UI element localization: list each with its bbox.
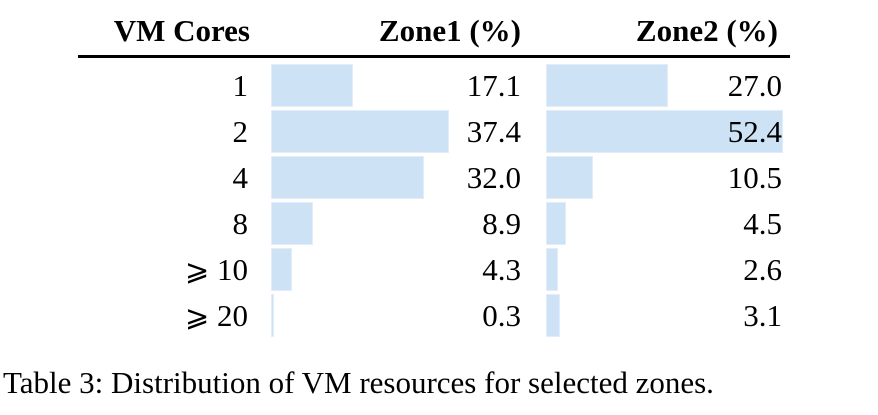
vm-cores-label: ⩾ 10 — [0, 247, 248, 293]
zone1-bar — [271, 294, 274, 337]
table-row: ⩾ 10 4.3 2.6 — [0, 247, 878, 293]
zone2-bar — [546, 294, 560, 337]
zone1-value: 0.3 — [482, 298, 521, 333]
geq-symbol: ⩾ — [184, 299, 210, 333]
zone2-bar — [546, 64, 669, 107]
table-row: 2 37.4 52.4 — [0, 109, 878, 155]
column-header-zone2: Zone2 (%) — [635, 13, 778, 48]
zone1-cell: 17.1 — [271, 63, 521, 109]
zone1-cell: 0.3 — [271, 293, 521, 339]
zone2-cell: 3.1 — [546, 293, 782, 339]
vm-cores-value: 1 — [232, 68, 249, 103]
vm-cores-label: 4 — [0, 155, 249, 201]
zone2-bar — [546, 248, 558, 291]
zone2-bar — [546, 110, 783, 153]
vm-cores-label: 1 — [0, 63, 249, 109]
zone2-value: 4.5 — [743, 206, 782, 241]
zone2-cell: 10.5 — [546, 155, 782, 201]
zone2-cell: 27.0 — [546, 63, 782, 109]
zone2-cell: 52.4 — [546, 109, 783, 155]
zone2-value: 27.0 — [727, 68, 782, 103]
zone2-value: 3.1 — [743, 298, 782, 333]
zone1-bar — [271, 110, 450, 153]
table-row: ⩾ 20 0.3 3.1 — [0, 293, 878, 339]
table-header-row: VM Cores Zone1 (%) Zone2 (%) — [0, 10, 878, 54]
vm-cores-label: ⩾ 20 — [0, 293, 248, 339]
zone1-bar — [271, 64, 353, 107]
table-row: 4 32.0 10.5 — [0, 155, 878, 201]
zone1-bar — [271, 202, 314, 245]
table-row: 1 17.1 27.0 — [0, 63, 878, 109]
zone2-bar — [546, 156, 594, 199]
vm-cores-label: 8 — [0, 201, 249, 247]
zone2-cell: 2.6 — [546, 247, 782, 293]
vm-cores-value: 10 — [217, 252, 248, 287]
vm-cores-value: 2 — [232, 114, 249, 149]
zone1-value: 4.3 — [482, 252, 521, 287]
zone2-value: 10.5 — [727, 160, 782, 195]
zone1-value: 8.9 — [482, 206, 521, 241]
zone2-value: 2.6 — [743, 252, 782, 287]
geq-symbol: ⩾ — [184, 253, 210, 287]
vm-cores-label: 2 — [0, 109, 249, 155]
zone1-cell: 4.3 — [271, 247, 521, 293]
zone1-bar — [271, 156, 424, 199]
vm-cores-value: 20 — [217, 298, 248, 333]
table-body: 1 17.1 27.0 2 37.4 52.4 4 — [0, 63, 878, 339]
column-header-zone1: Zone1 (%) — [378, 13, 521, 48]
zone1-value: 17.1 — [466, 68, 521, 103]
zone1-cell: 37.4 — [271, 109, 521, 155]
vm-cores-value: 4 — [232, 160, 249, 195]
column-header-vm-cores: VM Cores — [113, 13, 250, 48]
zone1-value: 37.4 — [466, 114, 521, 149]
header-rule — [78, 55, 790, 58]
zone2-cell: 4.5 — [546, 201, 782, 247]
zone2-bar — [546, 202, 567, 245]
table-row: 8 8.9 4.5 — [0, 201, 878, 247]
zone1-bar — [271, 248, 292, 291]
zone1-cell: 32.0 — [271, 155, 521, 201]
zone2-value: 52.4 — [727, 114, 782, 149]
zone1-cell: 8.9 — [271, 201, 521, 247]
zone1-value: 32.0 — [466, 160, 521, 195]
vm-cores-value: 8 — [232, 206, 249, 241]
table-caption: Table 3: Distribution of VM resources fo… — [3, 365, 714, 400]
